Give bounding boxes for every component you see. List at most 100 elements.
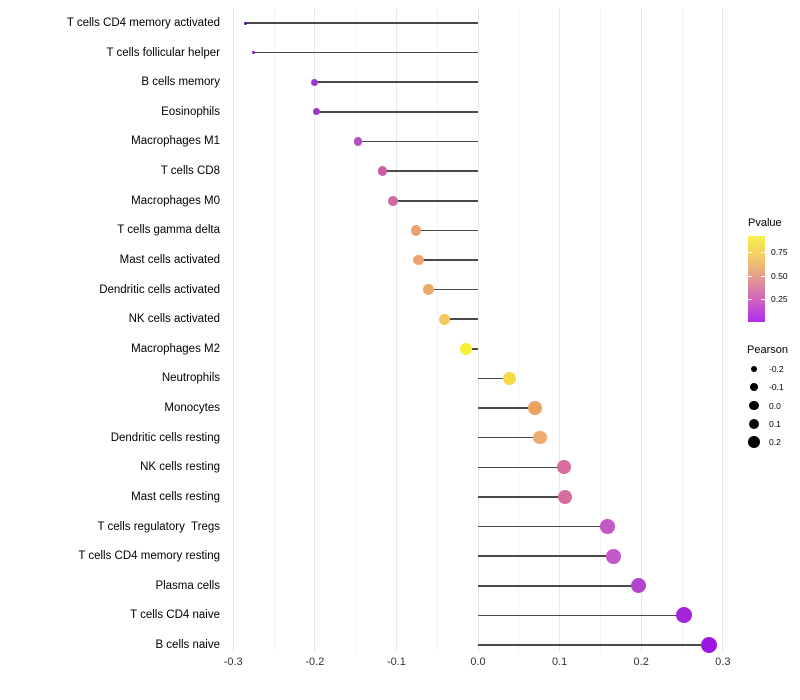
- y-axis-label: Macrophages M0: [131, 194, 220, 207]
- lollipop-dot: [410, 225, 422, 236]
- lollipop-stem: [444, 318, 478, 320]
- pvalue-colorbar-tick-label: 0.75: [771, 247, 788, 257]
- grid-line: [355, 8, 357, 652]
- pvalue-colorbar-tick-label: 0.25: [771, 294, 788, 304]
- lollipop-stem: [478, 584, 639, 587]
- lollipop-stem: [253, 51, 478, 54]
- y-axis-label: Plasma cells: [155, 579, 220, 592]
- y-axis-label: Macrophages M1: [131, 135, 220, 148]
- lollipop-stem: [478, 525, 608, 528]
- grid-line: [395, 8, 397, 652]
- lollipop-stem: [465, 348, 478, 350]
- x-axis-tick-label: -0.3: [223, 656, 243, 668]
- lollipop-stem: [478, 407, 536, 409]
- pvalue-legend-title: Pvalue: [748, 217, 782, 229]
- lollipop-stem: [358, 140, 478, 143]
- lollipop-stem: [415, 229, 478, 232]
- lollipop-dot: [503, 372, 517, 385]
- lollipop-stem: [316, 111, 478, 113]
- grid-line: [232, 8, 234, 652]
- lollipop-dot: [251, 50, 256, 55]
- lollipop-stem: [478, 555, 614, 557]
- pearson-legend-dot: [748, 418, 760, 430]
- pvalue-colorbar-tick: [748, 276, 752, 277]
- lollipop-dot: [243, 21, 247, 25]
- pearson-legend-label: 0.0: [769, 400, 781, 411]
- x-axis-tick-label: 0.3: [715, 656, 731, 668]
- y-axis-label: NK cells resting: [140, 461, 220, 474]
- pearson-legend-label: 0.1: [769, 418, 781, 429]
- lollipop-dot: [675, 607, 692, 624]
- lollipop-dot: [606, 548, 621, 564]
- x-axis-tick-label: -0.2: [305, 656, 325, 668]
- y-axis-label: Mast cells resting: [131, 490, 220, 503]
- y-axis-label: Dendritic cells resting: [110, 431, 220, 444]
- lollipop-dot: [533, 431, 547, 445]
- x-axis-tick-label: 0.0: [470, 656, 486, 668]
- grid-line: [314, 8, 316, 652]
- x-axis-tick-label: 0.2: [633, 656, 649, 668]
- y-axis-label: NK cells activated: [128, 313, 220, 326]
- y-axis-label: T cells CD4 memory resting: [78, 550, 220, 563]
- x-axis-tick-label: -0.1: [386, 656, 406, 668]
- y-axis-label: T cells CD4 naive: [130, 609, 220, 622]
- lollipop-dot: [528, 401, 542, 415]
- lollipop-dot: [353, 137, 363, 146]
- y-axis-label: T cells regulatory Tregs: [97, 520, 220, 533]
- y-axis-label: T cells CD8: [160, 165, 220, 178]
- lollipop-dot: [556, 460, 571, 475]
- lollipop-dot: [388, 195, 398, 206]
- lollipop-dot: [700, 636, 718, 654]
- lollipop-stem: [478, 614, 684, 617]
- lollipop-dot: [600, 519, 616, 534]
- pearson-legend-label: -0.1: [769, 382, 784, 393]
- lollipop-stem: [314, 81, 478, 84]
- lollipop-stem: [478, 436, 541, 439]
- lollipop-stem: [478, 644, 709, 646]
- lollipop-stem: [418, 259, 478, 261]
- pearson-legend-label: 0.2: [769, 437, 781, 448]
- lollipop-stem: [245, 22, 478, 24]
- grid-line: [599, 8, 601, 652]
- y-axis-label: B cells naive: [155, 639, 220, 652]
- lollipop-stem: [478, 377, 510, 380]
- lollipop-dot: [377, 166, 388, 176]
- grid-line: [681, 8, 683, 652]
- grid-line: [477, 8, 479, 652]
- lollipop-dot: [631, 578, 647, 594]
- grid-line: [722, 8, 724, 652]
- lollipop-dot: [312, 108, 320, 116]
- lollipop-dot: [413, 254, 424, 266]
- pvalue-colorbar-tick: [761, 276, 765, 277]
- lollipop-dot: [422, 284, 434, 295]
- lollipop-stem: [478, 466, 564, 469]
- pearson-legend-title: Pearson: [747, 344, 788, 356]
- lollipop-stem: [382, 170, 478, 172]
- lollipop-stem: [393, 199, 478, 202]
- lollipop-dot: [459, 342, 472, 355]
- y-axis-label: Monocytes: [164, 402, 220, 415]
- pearson-legend-dot: [750, 383, 758, 392]
- y-axis-label: Eosinophils: [161, 105, 220, 118]
- y-axis-label: B cells memory: [141, 76, 220, 89]
- y-axis-label: Dendritic cells activated: [99, 283, 220, 296]
- y-axis-label: T cells CD4 memory activated: [66, 17, 220, 29]
- lollipop-dot: [311, 78, 319, 86]
- lollipop-stem: [478, 496, 566, 498]
- lollipop-dot: [558, 489, 573, 504]
- pvalue-colorbar-tick: [748, 299, 752, 300]
- lollipop-dot: [438, 313, 451, 325]
- y-axis-label: T cells gamma delta: [117, 224, 220, 237]
- pearson-legend-dot: [748, 436, 760, 449]
- y-axis-label: Neutrophils: [161, 372, 220, 385]
- x-axis-tick-label: 0.1: [551, 656, 568, 668]
- pearson-legend-dot: [749, 400, 759, 411]
- pearson-legend-label: -0.2: [769, 364, 784, 374]
- grid-line: [518, 8, 520, 652]
- y-axis-label: T cells follicular helper: [106, 46, 220, 59]
- pvalue-colorbar-tick-label: 0.50: [771, 271, 788, 281]
- y-axis-label: Mast cells activated: [119, 253, 220, 266]
- grid-line: [436, 8, 438, 652]
- pvalue-colorbar-tick: [761, 299, 765, 300]
